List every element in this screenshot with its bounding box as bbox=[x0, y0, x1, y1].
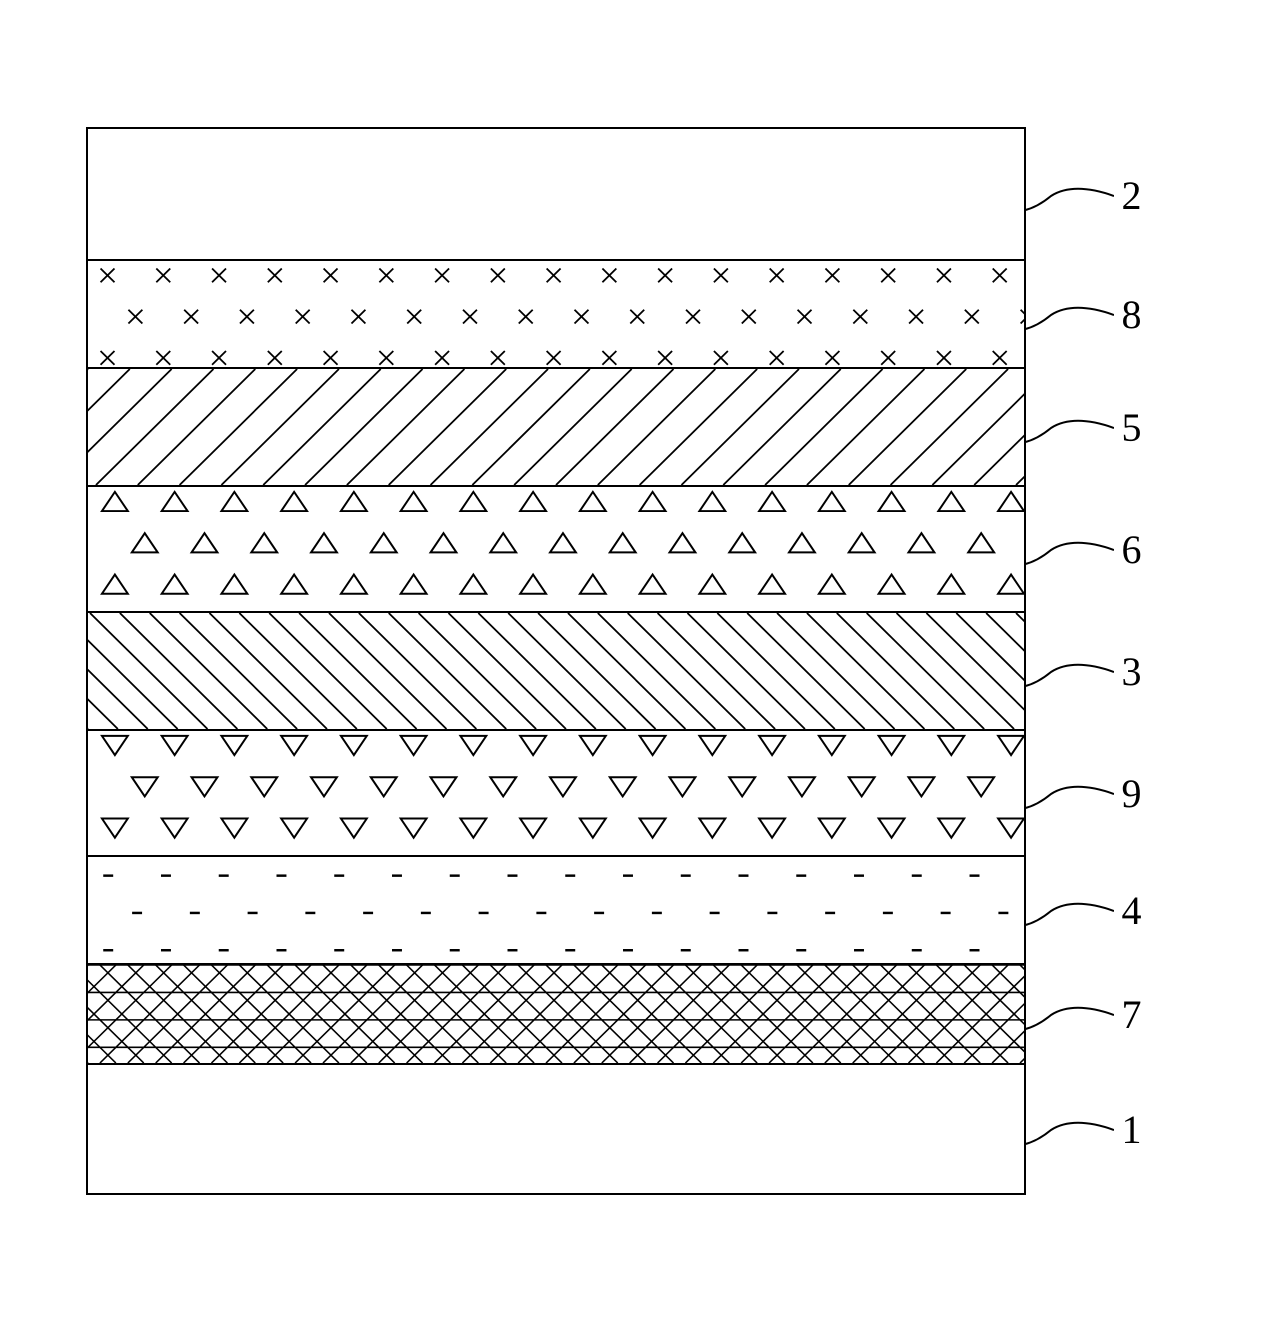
callout-layer-2: 2 bbox=[1024, 176, 1142, 216]
callout-label: 2 bbox=[1122, 176, 1142, 216]
layer-4 bbox=[88, 855, 1024, 963]
callout-curve-icon bbox=[1024, 895, 1114, 927]
callout-label: 9 bbox=[1122, 774, 1142, 814]
callout-label: 7 bbox=[1122, 995, 1142, 1035]
layer-9 bbox=[88, 729, 1024, 855]
callout-curve-icon bbox=[1024, 999, 1114, 1031]
layer-8 bbox=[88, 259, 1024, 367]
callout-label: 5 bbox=[1122, 408, 1142, 448]
callout-curve-icon bbox=[1024, 1114, 1114, 1146]
callout-layer-4: 4 bbox=[1024, 891, 1142, 931]
callout-layer-9: 9 bbox=[1024, 774, 1142, 814]
callout-label: 3 bbox=[1122, 652, 1142, 692]
callout-curve-icon bbox=[1024, 534, 1114, 566]
callout-label: 1 bbox=[1122, 1110, 1142, 1150]
layer-stack: 285639471 bbox=[86, 127, 1026, 1195]
callout-layer-6: 6 bbox=[1024, 530, 1142, 570]
layer-3 bbox=[88, 611, 1024, 729]
callout-curve-icon bbox=[1024, 180, 1114, 212]
callout-label: 8 bbox=[1122, 295, 1142, 335]
callout-curve-icon bbox=[1024, 656, 1114, 688]
callout-curve-icon bbox=[1024, 299, 1114, 331]
callout-layer-3: 3 bbox=[1024, 652, 1142, 692]
layer-7 bbox=[88, 963, 1024, 1063]
layer-2 bbox=[88, 129, 1024, 259]
layer-5 bbox=[88, 367, 1024, 485]
layer-diagram: 2 8 5 6 3 9 4 7 1 bbox=[86, 127, 1186, 1195]
callout-layer-1: 1 bbox=[1024, 1110, 1142, 1150]
callout-layer-5: 5 bbox=[1024, 408, 1142, 448]
layer-1 bbox=[88, 1063, 1024, 1193]
layer-6 bbox=[88, 485, 1024, 611]
callout-curve-icon bbox=[1024, 778, 1114, 810]
callout-layer-7: 7 bbox=[1024, 995, 1142, 1035]
callout-curve-icon bbox=[1024, 412, 1114, 444]
callout-label: 6 bbox=[1122, 530, 1142, 570]
callout-label: 4 bbox=[1122, 891, 1142, 931]
callout-layer-8: 8 bbox=[1024, 295, 1142, 335]
